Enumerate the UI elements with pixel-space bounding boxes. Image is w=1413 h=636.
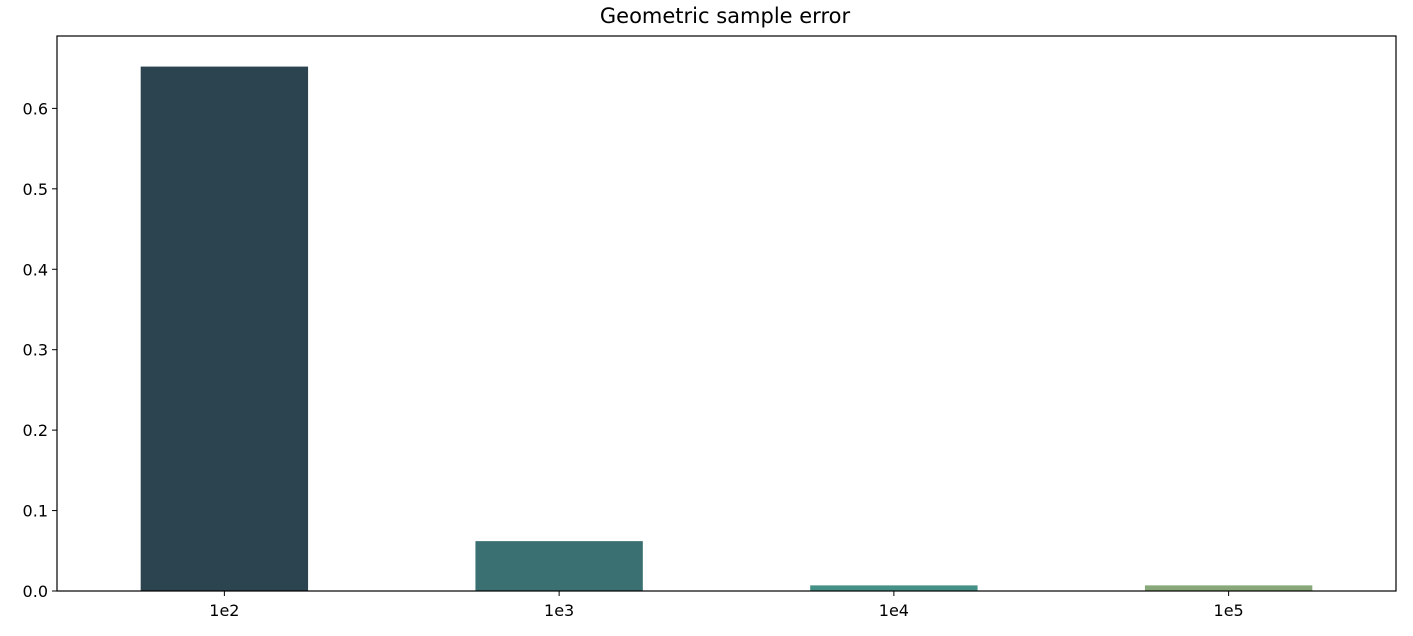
y-axis: 0.0 0.1 0.2 0.3 0.4 0.5 0.6	[23, 99, 57, 601]
plot-area-frame	[56, 35, 1397, 592]
x-tick-label: 1e4	[879, 601, 909, 620]
y-tick-label: 0.0	[23, 582, 48, 601]
y-tick-label: 0.6	[23, 99, 48, 118]
bars-layer	[140, 66, 1313, 591]
x-tick-label: 1e5	[1214, 601, 1244, 620]
y-tick-label: 0.5	[23, 180, 48, 199]
bar-1e4	[810, 585, 978, 591]
y-tick-label: 0.4	[23, 260, 48, 279]
y-tick-label: 0.3	[23, 341, 48, 360]
y-tick-label: 0.2	[23, 421, 48, 440]
x-tick-label: 1e2	[209, 601, 239, 620]
bar-1e5	[1144, 585, 1313, 591]
x-tick-label: 1e3	[544, 601, 574, 620]
x-axis: 1e2 1e3 1e4 1e5	[209, 591, 1244, 620]
chart-title: Geometric sample error	[600, 4, 851, 28]
bar-1e3	[475, 541, 643, 591]
bar-1e2	[140, 66, 309, 591]
y-tick-label: 0.1	[23, 502, 48, 521]
